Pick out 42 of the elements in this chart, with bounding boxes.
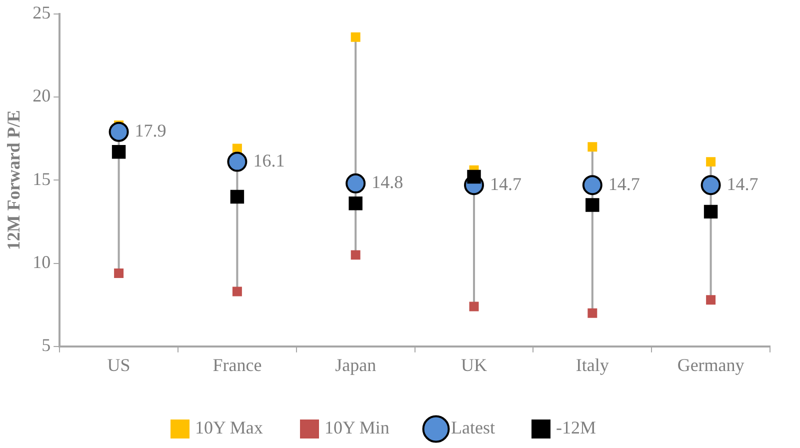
data-label: 16.1	[253, 150, 285, 171]
point	[588, 308, 598, 318]
data-label: 17.9	[134, 120, 166, 141]
y-axis-title: 12M Forward P/E	[3, 110, 24, 250]
point	[232, 286, 242, 296]
y-tick-label: 20	[32, 86, 51, 106]
legend-label: -12M	[556, 418, 596, 438]
x-tick-label: UK	[461, 354, 487, 375]
y-tick-label: 5	[42, 335, 51, 356]
point	[350, 32, 360, 42]
point	[706, 295, 716, 305]
point	[350, 250, 360, 260]
point	[700, 175, 721, 196]
data-label: 14.8	[372, 172, 404, 192]
x-tick-label: France	[212, 354, 262, 375]
x-tick-label: US	[107, 354, 130, 375]
x-tick-label: Germany	[677, 354, 744, 375]
point	[346, 173, 366, 194]
legend-label: 10Y Min	[324, 418, 390, 438]
point	[348, 196, 362, 210]
data-label: 14.7	[726, 174, 758, 194]
point	[469, 302, 479, 312]
y-tick-label: 15	[32, 168, 51, 189]
point	[582, 175, 602, 196]
legend-label: 10Y Max	[195, 418, 263, 438]
point	[108, 122, 129, 142]
point	[706, 157, 716, 167]
point	[112, 144, 126, 159]
y-tick-label: 25	[32, 2, 51, 23]
x-tick-label: Italy	[576, 354, 609, 375]
point	[467, 170, 481, 184]
legend-label: Latest	[451, 418, 495, 438]
point	[588, 142, 598, 152]
point	[586, 198, 600, 212]
x-tick-label: Japan	[335, 354, 376, 375]
data-label: 14.7	[490, 174, 522, 194]
point	[704, 204, 718, 219]
point	[227, 152, 248, 172]
data-label: 14.7	[608, 174, 640, 194]
y-tick-label: 10	[32, 252, 51, 272]
point	[114, 268, 124, 278]
point	[230, 190, 244, 204]
